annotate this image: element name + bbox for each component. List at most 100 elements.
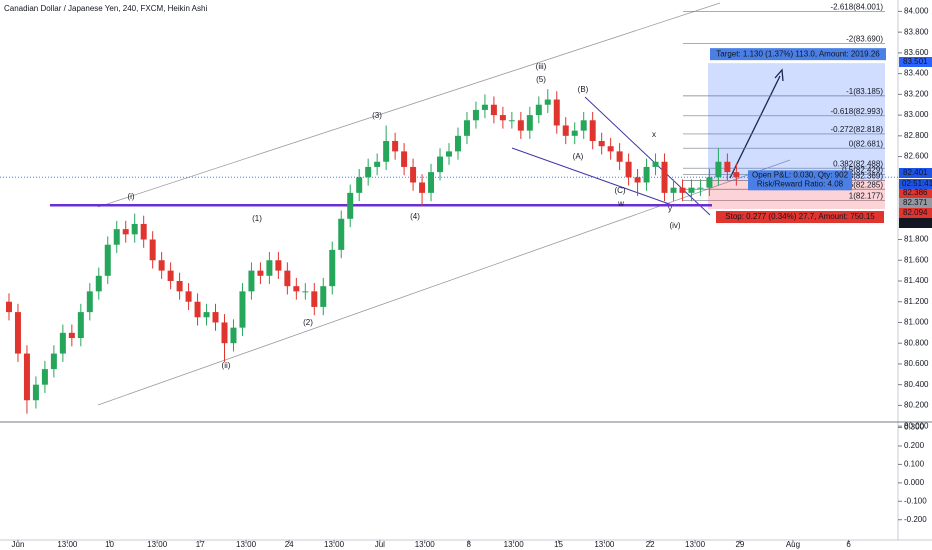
target-label: Target: 1.130 (1.37%) 113.0, Amount: 201…: [716, 49, 880, 58]
candle-body: [59, 332, 66, 354]
candle-body: [32, 384, 39, 401]
y-tick-label: 83.000: [904, 110, 929, 119]
candle-body: [454, 135, 461, 152]
x-tick-label: 22: [646, 540, 655, 549]
x-tick-label: Jun: [12, 540, 25, 549]
price-label-box: [899, 198, 932, 208]
candle-body: [562, 125, 569, 136]
price-label: 82.094: [903, 208, 928, 217]
wedge-upper: [584, 96, 711, 216]
price-label: 82.371: [903, 198, 928, 207]
candle-body: [203, 312, 210, 318]
wave-label: (A): [573, 152, 584, 161]
candle-body: [401, 151, 408, 167]
x-tick-label: 13:00: [594, 540, 615, 549]
price-label: 83.501: [903, 57, 928, 66]
candle-body: [419, 182, 426, 193]
y-tick-label: 82.600: [904, 152, 929, 161]
candle-body: [697, 187, 704, 189]
y-tick-label: 80.200: [904, 401, 929, 410]
candle-body: [104, 244, 111, 276]
candle-body: [733, 172, 740, 178]
target-zone: [708, 63, 885, 181]
wave-label: x: [652, 130, 656, 139]
fib-label: 0.618(82.369): [833, 172, 883, 181]
projection-arrow: [729, 75, 781, 179]
stop-label: Stop: 0.277 (0.34%) 27.7, Amount: 750.15: [725, 212, 875, 221]
candle-body: [68, 332, 75, 339]
x-tick-label: 13:00: [147, 540, 168, 549]
candle-body: [338, 218, 345, 250]
x-tick-label: 13:00: [415, 540, 436, 549]
candle-body: [715, 161, 722, 178]
candle-body: [50, 353, 57, 370]
arrow-head: [774, 68, 784, 82]
countdown-box: [899, 179, 932, 189]
x-tick-label: 10: [105, 540, 114, 549]
candle-body: [661, 161, 668, 193]
candle-body: [724, 161, 731, 173]
candle-body: [212, 312, 219, 323]
candle-body: [140, 223, 147, 240]
candle-body: [643, 166, 650, 183]
candle-body: [329, 249, 336, 287]
candle-body: [167, 270, 174, 281]
price-label: 82.386: [903, 188, 928, 197]
wave-label: (i): [127, 192, 134, 201]
candle-body: [472, 109, 479, 121]
candle-body: [5, 301, 12, 313]
y-tick-label: 81.400: [904, 276, 929, 285]
candle-body: [526, 115, 533, 131]
price-label-box: [899, 208, 932, 218]
y-tick-label: 83.600: [904, 48, 929, 57]
candle-body: [544, 99, 551, 105]
price-label-box: [899, 218, 932, 228]
stop-label-box: [716, 211, 884, 224]
candle-body: [113, 229, 120, 245]
price-label-box: [899, 168, 932, 178]
candle-body: [688, 187, 695, 193]
candle-body: [356, 177, 363, 193]
x-tick-label: 13:00: [504, 540, 525, 549]
y-tick-label: 0.100: [904, 460, 925, 469]
fib-label: 0.5(82.429): [842, 165, 883, 174]
candle-body: [158, 260, 165, 271]
candle-body: [446, 151, 452, 157]
price-label: 82.401: [903, 168, 928, 177]
candle-body: [652, 161, 659, 167]
candle-body: [517, 120, 524, 131]
price-label: 82.089: [903, 218, 928, 227]
candle-body: [616, 151, 623, 162]
candle-body: [14, 312, 21, 354]
candle-body: [571, 130, 578, 136]
wave-label: (ii): [222, 361, 231, 370]
y-tick-label: 83.200: [904, 89, 929, 98]
candle-body: [176, 280, 183, 292]
y-tick-label: 81.000: [904, 318, 929, 327]
candle-body: [490, 104, 497, 116]
candle-body: [553, 99, 560, 126]
wave-label: y: [668, 204, 672, 213]
wedge-lower: [511, 147, 673, 206]
candle-body: [248, 270, 255, 292]
candle-body: [347, 192, 354, 219]
target-label-box: [710, 48, 886, 61]
wave-label: (3): [372, 111, 382, 120]
x-tick-label: 6: [846, 540, 851, 549]
x-tick-label: 13:00: [324, 540, 345, 549]
fib-label: -0.618(82.993): [831, 107, 884, 116]
y-tick-label: 83.800: [904, 27, 929, 36]
candle-body: [463, 120, 470, 136]
drawings: [0, 2, 898, 406]
y-tick-label: 84.000: [904, 7, 929, 16]
wave-label: (5): [536, 75, 546, 84]
candle-body: [607, 146, 614, 152]
candle-body: [481, 104, 488, 110]
candle-body: [374, 161, 381, 167]
channel-upper: [97, 2, 721, 208]
x-tick-label: 8: [467, 540, 472, 549]
wave-label: (C): [614, 186, 625, 195]
wave-label: (2): [303, 318, 313, 327]
fib-label: 0(82.681): [849, 139, 884, 148]
